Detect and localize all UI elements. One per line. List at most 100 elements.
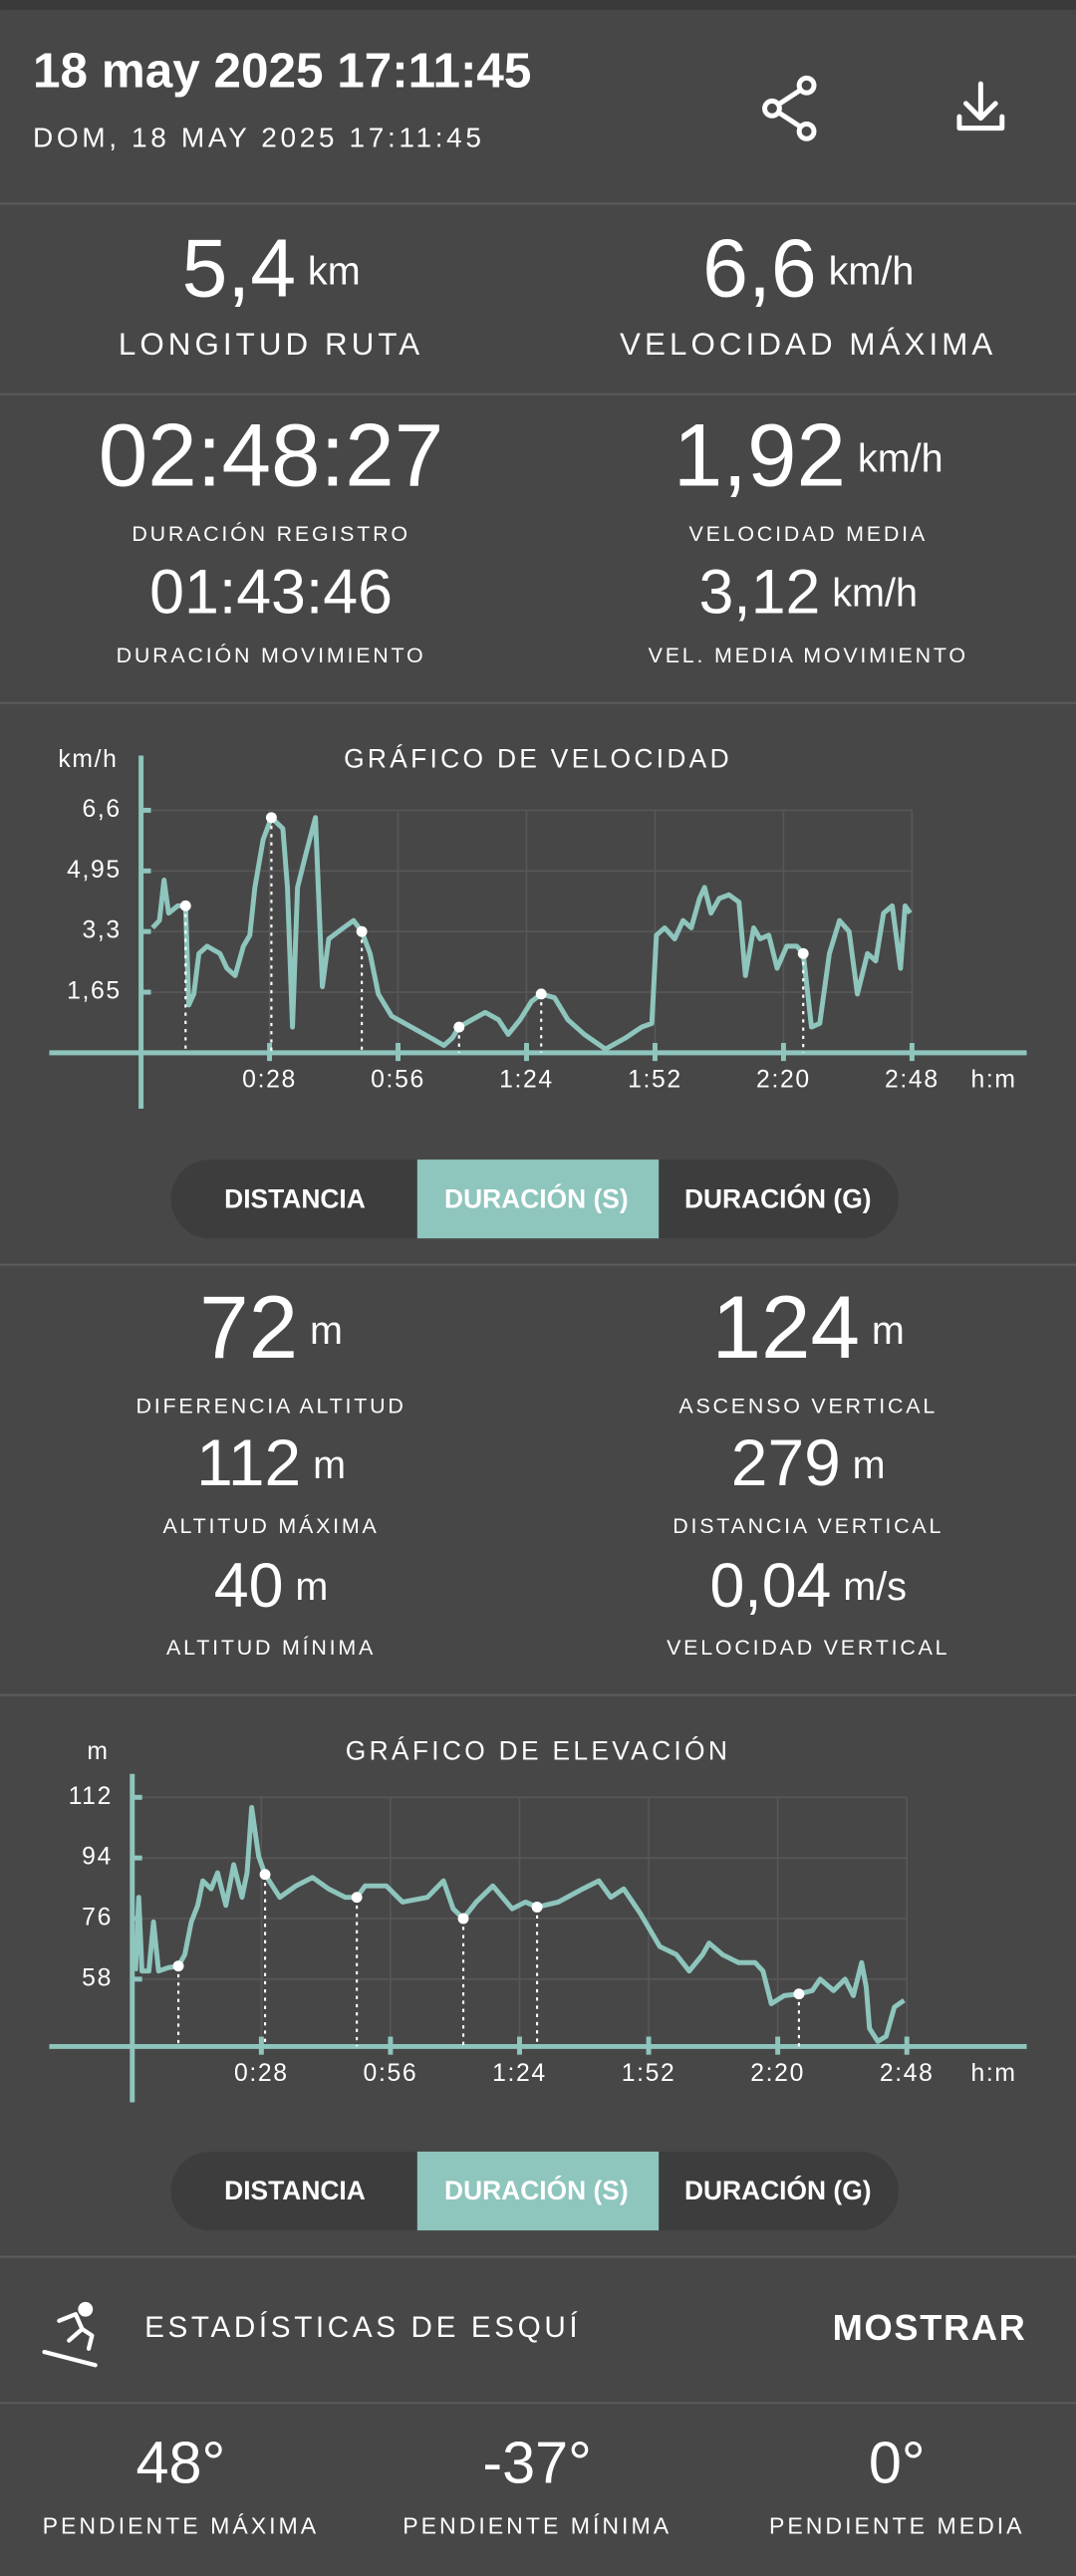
stat-value: 48° — [136, 2429, 226, 2495]
stat-number: 124 — [712, 1276, 861, 1376]
tab[interactable]: DURACIÓN (S) — [444, 2176, 629, 2205]
marker-point — [179, 900, 191, 911]
marker-point — [457, 1913, 469, 1925]
tab-selected — [416, 1159, 660, 1239]
stat-unit: m — [310, 1309, 343, 1353]
stat-number: 3,12 — [698, 557, 820, 627]
y-tick-label: 58 — [82, 1964, 113, 1991]
x-tick-label: 0:28 — [242, 1066, 297, 1093]
stat-value: 1,92 km/h — [673, 404, 943, 504]
share-button[interactable] — [762, 75, 817, 141]
stat-value: 01:43:46 — [149, 557, 393, 627]
stat-unit: m — [853, 1443, 886, 1487]
stat-unit: m — [313, 1443, 346, 1487]
stat-number: 1,92 — [673, 404, 846, 504]
marker-point — [351, 1892, 363, 1904]
stat-unit: km — [308, 250, 361, 294]
y-axis-label: km/h — [58, 746, 118, 773]
y-tick-label: 76 — [82, 1905, 113, 1932]
stat-label: DURACIÓN REGISTRO — [132, 521, 409, 546]
x-axis-label: h:m — [970, 2060, 1016, 2087]
x-tick-label: 0:56 — [371, 1066, 425, 1093]
x-tick-label: 2:20 — [756, 1066, 811, 1093]
marker-point — [265, 812, 277, 824]
x-tick-label: 0:56 — [364, 2060, 418, 2087]
stat-label: ALTITUD MÁXIMA — [162, 1513, 379, 1538]
x-tick-label: 2:20 — [750, 2060, 805, 2087]
tab[interactable]: DURACIÓN (S) — [444, 1183, 629, 1213]
stat-label: PENDIENTE MEDIA — [769, 2513, 1025, 2539]
stat-number: 48° — [136, 2429, 226, 2495]
y-tick-label: 3,3 — [82, 917, 121, 944]
stat-label: VELOCIDAD VERTICAL — [667, 1636, 949, 1660]
marker-point — [793, 1988, 805, 2000]
stat-number: 02:48:27 — [99, 404, 444, 504]
stat-unit: km/h — [858, 437, 943, 481]
stat-label: PENDIENTE MÍNIMA — [403, 2513, 672, 2539]
stat-value: 112 m — [196, 1425, 346, 1499]
stat-unit: km/h — [832, 572, 918, 616]
stat-value: 0,04 m/s — [709, 1551, 907, 1621]
stat-value: -37° — [482, 2429, 592, 2495]
status-strip — [0, 0, 1076, 10]
stat-unit: m — [295, 1566, 328, 1610]
tab[interactable]: DURACIÓN (G) — [684, 2176, 872, 2205]
ski-show-button[interactable]: MOSTRAR — [833, 2307, 1027, 2348]
stat-label: PENDIENTE MÁXIMA — [43, 2513, 320, 2539]
stat-label: VELOCIDAD MÁXIMA — [620, 327, 996, 362]
stat-value: 3,12 km/h — [698, 557, 918, 627]
stat-value: 6,6 km/h — [702, 222, 914, 314]
stat-label: VEL. MEDIA MOVIMIENTO — [649, 644, 968, 667]
marker-point — [531, 1902, 543, 1913]
download-button[interactable] — [956, 81, 1005, 131]
stat-number: 5,4 — [181, 222, 296, 314]
stat-unit: m/s — [843, 1566, 907, 1610]
tab[interactable]: DISTANCIA — [224, 2176, 366, 2205]
stat-label: ASCENSO VERTICAL — [678, 1395, 938, 1418]
y-tick-label: 94 — [82, 1844, 113, 1871]
stat-value: 0° — [869, 2429, 926, 2495]
stat-number: 279 — [731, 1425, 841, 1499]
x-tick-label: 1:52 — [622, 2060, 676, 2087]
stat-label: DISTANCIA VERTICAL — [672, 1514, 943, 1538]
chart: 1,65 3,3 4,95 6,6 0:28 0:56 1:24 1:52 2:20 2:48 GR… — [49, 743, 1027, 1109]
y-tick-label: 112 — [69, 1783, 113, 1810]
ski-icon — [42, 2301, 98, 2368]
tab[interactable]: DURACIÓN (G) — [684, 1183, 872, 1213]
marker-point — [172, 1960, 184, 1972]
x-tick-label: 0:28 — [234, 2060, 289, 2087]
stat-label: DIFERENCIA ALTITUD — [135, 1395, 405, 1418]
tab[interactable]: DISTANCIA — [224, 1183, 366, 1213]
marker-point — [453, 1021, 465, 1033]
marker-point — [797, 947, 809, 959]
stat-value: 02:48:27 — [99, 404, 444, 504]
ski-title: ESTADÍSTICAS DE ESQUÍ — [144, 2311, 581, 2344]
stat-number: -37° — [482, 2429, 592, 2495]
x-tick-label: 2:48 — [880, 2060, 935, 2087]
stat-number: 40 — [214, 1551, 284, 1621]
stat-value: 124 m — [712, 1276, 905, 1376]
stat-number: 6,6 — [702, 222, 817, 314]
y-tick-label: 6,6 — [82, 796, 121, 823]
x-axis-label: h:m — [970, 1066, 1016, 1093]
stat-number: 0° — [869, 2429, 926, 2495]
marker-point — [259, 1869, 271, 1881]
y-axis-label: m — [87, 1738, 109, 1765]
stat-unit: km/h — [829, 250, 915, 294]
stat-value: 40 m — [214, 1551, 329, 1621]
stat-unit: m — [872, 1309, 905, 1353]
stat-number: 112 — [196, 1425, 301, 1499]
stat-number: 72 — [199, 1276, 298, 1376]
data-line — [150, 815, 913, 1052]
stat-number: 01:43:46 — [149, 557, 393, 627]
chart-title: GRÁFICO DE ELEVACIÓN — [346, 1735, 730, 1765]
stat-number: 0,04 — [709, 1551, 831, 1621]
y-tick-label: 4,95 — [67, 857, 122, 884]
record-title: 18 may 2025 17:11:45 — [33, 43, 531, 98]
stat-label: LONGITUD RUTA — [119, 327, 423, 362]
data-line — [133, 1804, 906, 2044]
stat-value: 5,4 km — [181, 222, 360, 314]
stat-label: DURACIÓN MOVIMIENTO — [117, 643, 426, 667]
